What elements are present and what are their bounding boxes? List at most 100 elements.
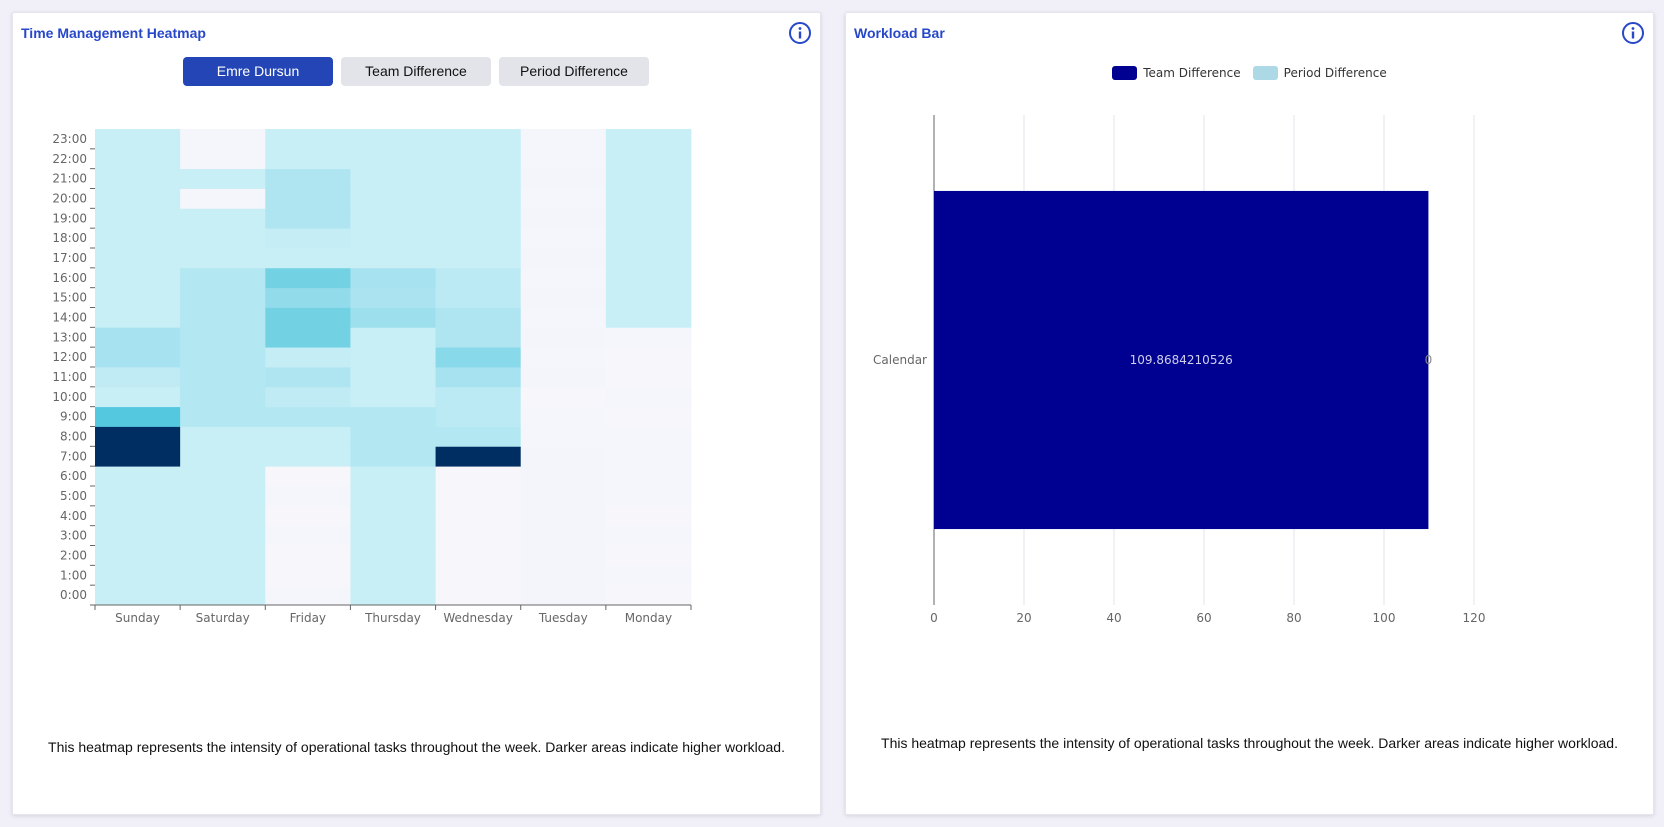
heatmap-cell-saturday-22-00: [180, 148, 266, 170]
heatmap-cell-sunday-12-00: [95, 347, 181, 368]
bar-x-tick-label: 80: [1286, 611, 1301, 625]
heatmap-cell-saturday-17-00: [180, 248, 266, 269]
bar-x-tick-label: 60: [1196, 611, 1211, 625]
heatmap-y-label: 23:00: [52, 132, 87, 146]
bar-team-difference-calendar: [934, 190, 1429, 530]
heatmap-cell-monday-12-00: [605, 347, 692, 368]
heatmap-cell-friday-4-00: [265, 505, 351, 527]
heatmap-y-label: 16:00: [52, 271, 87, 285]
heatmap-cell-saturday-1-00: [180, 565, 266, 586]
heatmap-cell-thursday-4-00: [350, 505, 436, 527]
heatmap-cell-thursday-5-00: [350, 486, 436, 507]
heatmap-cell-thursday-22-00: [350, 148, 436, 170]
heatmap-cell-sunday-20-00: [95, 188, 181, 209]
heatmap-cell-tuesday-11-00: [520, 367, 607, 388]
heatmap-cell-wednesday-15-00: [435, 287, 522, 308]
heatmap-cell-wednesday-23-00: [435, 129, 522, 150]
heatmap-cell-wednesday-19-00: [435, 208, 522, 229]
info-icon[interactable]: [788, 21, 812, 45]
bar-value-label-period-difference: 0: [1425, 353, 1433, 367]
heatmap-cell-friday-9-00: [265, 406, 351, 427]
heatmap-y-label: 5:00: [60, 489, 87, 503]
workload-bar-title: Workload Bar: [854, 25, 945, 41]
heatmap-cell-friday-19-00: [265, 208, 351, 229]
heatmap-cell-tuesday-17-00: [520, 248, 607, 269]
heatmap-cell-thursday-10-00: [350, 386, 436, 408]
heatmap-y-label: 13:00: [52, 330, 87, 344]
heatmap-cell-tuesday-16-00: [520, 267, 607, 289]
tab-emre-dursun[interactable]: Emre Dursun: [183, 57, 333, 86]
bar-legend: Team Difference Period Difference: [846, 66, 1653, 80]
heatmap-cell-thursday-17-00: [350, 248, 436, 269]
heatmap-cell-thursday-9-00: [350, 406, 436, 427]
heatmap-y-label: 18:00: [52, 231, 87, 245]
tab-period-difference[interactable]: Period Difference: [499, 57, 649, 86]
heatmap-cell-tuesday-19-00: [520, 208, 607, 229]
legend-item-team-difference[interactable]: Team Difference: [1112, 66, 1241, 80]
heatmap-cell-saturday-15-00: [180, 287, 266, 308]
info-icon[interactable]: [1621, 21, 1645, 45]
heatmap-cell-friday-16-00: [265, 267, 351, 289]
heatmap-chart: Sunday Saturday Friday Thursday Wednesday Tue…: [52, 129, 692, 625]
heatmap-cell-tuesday-13-00: [520, 327, 607, 348]
heatmap-cell-monday-8-00: [605, 426, 692, 447]
heatmap-y-label: 7:00: [60, 449, 87, 463]
heatmap-tabs: Emre Dursun Team Difference Period Diffe…: [183, 57, 649, 86]
heatmap-cell-saturday-18-00: [180, 228, 266, 249]
heatmap-cell-thursday-23-00: [350, 129, 436, 150]
heatmap-cell-friday-10-00: [265, 386, 351, 408]
heatmap-cell-saturday-3-00: [180, 525, 266, 546]
tab-team-difference[interactable]: Team Difference: [341, 57, 491, 86]
heatmap-cell-sunday-21-00: [95, 168, 181, 189]
heatmap-cell-tuesday-18-00: [520, 228, 607, 249]
heatmap-cell-monday-5-00: [605, 486, 692, 507]
heatmap-cell-saturday-11-00: [180, 367, 266, 388]
heatmap-cell-wednesday-16-00: [435, 267, 522, 289]
heatmap-cell-saturday-21-00: [180, 168, 266, 189]
heatmap-cell-saturday-14-00: [180, 307, 266, 328]
heatmap-cell-monday-14-00: [605, 307, 692, 328]
heatmap-cell-friday-17-00: [265, 248, 351, 269]
heatmap-y-label: 3:00: [60, 529, 87, 543]
heatmap-cell-tuesday-7-00: [520, 446, 607, 467]
heatmap-cell-friday-1-00: [265, 565, 351, 586]
heatmap-cell-saturday-12-00: [180, 347, 266, 368]
legend-label-team-difference: Team Difference: [1143, 66, 1241, 80]
heatmap-cell-saturday-7-00: [180, 446, 266, 467]
legend-label-period-difference: Period Difference: [1283, 66, 1387, 80]
heatmap-cell-friday-21-00: [265, 168, 351, 189]
heatmap-cell-wednesday-13-00: [435, 327, 522, 348]
heatmap-cell-sunday-23-00: [95, 129, 181, 150]
bar-footnote: This heatmap represents the intensity of…: [881, 735, 1618, 751]
heatmap-cell-monday-13-00: [605, 327, 692, 348]
heatmap-cell-monday-6-00: [605, 466, 692, 487]
heatmap-cell-wednesday-14-00: [435, 307, 522, 328]
heatmap-cell-friday-18-00: [265, 228, 351, 249]
heatmap-cell-sunday-19-00: [95, 208, 181, 229]
heatmap-cell-sunday-14-00: [95, 307, 181, 328]
heatmap-cell-wednesday-22-00: [435, 148, 522, 170]
heatmap-cell-friday-7-00: [265, 446, 351, 467]
heatmap-cell-monday-22-00: [605, 148, 692, 170]
heatmap-cell-sunday-8-00: [95, 426, 181, 447]
heatmap-cell-tuesday-14-00: [520, 307, 607, 328]
legend-item-period-difference[interactable]: Period Difference: [1252, 66, 1387, 80]
heatmap-cell-tuesday-6-00: [520, 466, 607, 487]
heatmap-cell-saturday-4-00: [180, 505, 266, 527]
heatmap-x-label: Saturday: [196, 611, 250, 625]
bar-x-tick-label: 120: [1463, 611, 1486, 625]
heatmap-cell-friday-0-00: [265, 585, 351, 606]
heatmap-cell-saturday-23-00: [180, 129, 266, 150]
heatmap-cell-sunday-1-00: [95, 565, 181, 586]
heatmap-cell-thursday-12-00: [350, 347, 436, 368]
heatmap-cell-saturday-0-00: [180, 585, 266, 606]
heatmap-cell-thursday-8-00: [350, 426, 436, 447]
heatmap-cell-sunday-2-00: [95, 545, 181, 566]
heatmap-cell-tuesday-10-00: [520, 386, 607, 408]
heatmap-cell-friday-11-00: [265, 367, 351, 388]
heatmap-cell-wednesday-0-00: [435, 585, 522, 606]
heatmap-cell-wednesday-8-00: [435, 426, 522, 447]
heatmap-cell-tuesday-20-00: [520, 188, 607, 209]
heatmap-cell-monday-16-00: [605, 267, 692, 289]
heatmap-y-label: 19:00: [52, 211, 87, 225]
